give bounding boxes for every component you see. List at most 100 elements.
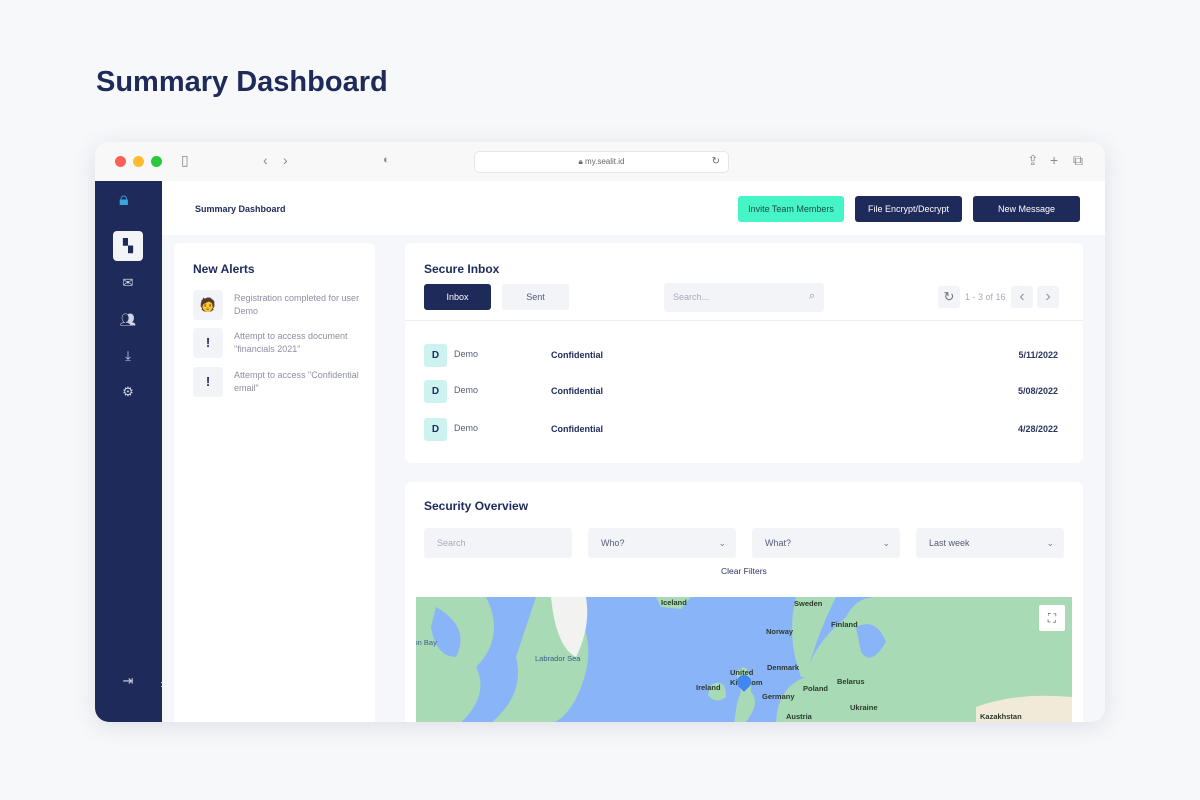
alerts-title: New Alerts bbox=[193, 262, 255, 276]
avatar: D bbox=[424, 418, 447, 441]
subject: Confidential bbox=[551, 386, 603, 396]
share-icon[interactable]: ⇪ bbox=[1027, 152, 1039, 168]
sidebar-item-mail[interactable]: ✉ bbox=[113, 268, 143, 298]
alert-item[interactable]: 🧑 Registration completed for user Demo bbox=[193, 290, 363, 322]
security-title: Security Overview bbox=[424, 499, 529, 513]
map-label: Norway bbox=[766, 627, 794, 636]
sender-name: Demo bbox=[454, 349, 479, 359]
map-label: Iceland bbox=[661, 598, 687, 607]
map-label: Sweden bbox=[794, 599, 823, 608]
close-window-button[interactable] bbox=[115, 156, 126, 167]
tab-sent[interactable]: Sent bbox=[502, 284, 569, 310]
divider bbox=[405, 320, 1083, 321]
header: Summary Dashboard Invite Team Members Fi… bbox=[162, 181, 1105, 235]
map-label: Finland bbox=[831, 620, 858, 629]
minimize-window-button[interactable] bbox=[133, 156, 144, 167]
table-row[interactable]: D Demo Confidential 5/11/2022 bbox=[424, 344, 1058, 368]
tabs-overview-icon[interactable]: ⧉ bbox=[1073, 152, 1083, 168]
inbox-search-input[interactable]: Search... ⌕ bbox=[664, 283, 824, 312]
url-text: my.sealit.id bbox=[585, 157, 625, 166]
map-label: Poland bbox=[803, 684, 829, 693]
what-select[interactable]: What? ⌄ bbox=[752, 528, 900, 558]
secure-inbox-card: Secure Inbox Inbox Sent Search... ⌕ ↻ 1 … bbox=[405, 243, 1083, 463]
maximize-window-button[interactable] bbox=[151, 156, 162, 167]
map-label: Austria bbox=[786, 712, 812, 721]
gear-icon: ⚙ bbox=[122, 384, 134, 399]
inbox-title: Secure Inbox bbox=[424, 262, 500, 276]
reload-icon[interactable]: ↻ bbox=[711, 156, 720, 167]
fullscreen-button[interactable]: ⛶ bbox=[1039, 605, 1065, 631]
sidebar-item-team[interactable]: 👥︎ bbox=[113, 305, 143, 335]
shield-icon[interactable]: ◐ bbox=[383, 154, 390, 166]
alerts-card: New Alerts 🧑 Registration completed for … bbox=[174, 243, 375, 722]
avatar: D bbox=[424, 380, 447, 403]
who-value: Who? bbox=[601, 538, 625, 548]
map-label: Ukraine bbox=[850, 703, 878, 712]
sidebar-item-dashboard[interactable]: ▚ bbox=[113, 231, 143, 261]
address-bar[interactable]: 🔒︎ my.sealit.id ↻ bbox=[474, 151, 729, 173]
chevron-down-icon: ⌄ bbox=[1046, 538, 1054, 548]
browser-toolbar: ▯ ‹ › ◐ 🔒︎ my.sealit.id ↻ ⇪ + ⧉ bbox=[95, 142, 1105, 181]
chevron-down-icon: ⌄ bbox=[718, 538, 726, 548]
alert-item[interactable]: ! Attempt to access document "financials… bbox=[193, 328, 363, 360]
tab-inbox[interactable]: Inbox bbox=[424, 284, 491, 310]
period-value: Last week bbox=[929, 538, 970, 548]
logout-icon: ⇥ bbox=[122, 673, 134, 688]
sender-name: Demo bbox=[454, 423, 479, 433]
exclamation-icon: ! bbox=[193, 328, 223, 358]
map[interactable]: Hudson Bay Labrador Sea Iceland Sweden F… bbox=[416, 597, 1072, 722]
date: 4/28/2022 bbox=[1017, 424, 1058, 434]
refresh-icon: ↻ bbox=[943, 289, 955, 304]
page-title: Summary Dashboard bbox=[96, 66, 388, 98]
period-select[interactable]: Last week ⌄ bbox=[916, 528, 1064, 558]
map-label: Germany bbox=[762, 692, 795, 701]
subject: Confidential bbox=[551, 424, 603, 434]
date: 5/08/2022 bbox=[1017, 386, 1058, 396]
main-content: Summary Dashboard Invite Team Members Fi… bbox=[162, 181, 1105, 722]
dashboard-icon: ▚ bbox=[123, 238, 133, 253]
next-page-button[interactable]: › bbox=[1037, 286, 1059, 308]
map-label: Labrador Sea bbox=[535, 654, 581, 663]
fullscreen-icon: ⛶ bbox=[1047, 611, 1057, 625]
map-label: Belarus bbox=[837, 677, 865, 686]
forward-icon[interactable]: › bbox=[283, 152, 288, 168]
map-label: Ireland bbox=[696, 683, 721, 692]
sidebar-toggle-icon[interactable]: ▯ bbox=[181, 152, 189, 168]
users-icon: 👥︎ bbox=[119, 312, 137, 327]
file-encrypt-decrypt-button[interactable]: File Encrypt/Decrypt bbox=[855, 196, 962, 222]
pagination-text: 1 - 3 of 16 bbox=[965, 292, 1006, 302]
sidebar: 🔒︎ ▚ ✉ 👥︎ ⤓ ⚙ ⇥ bbox=[95, 181, 162, 722]
who-select[interactable]: Who? ⌄ bbox=[588, 528, 736, 558]
lock-icon: 🔒︎ bbox=[578, 157, 583, 166]
download-icon: ⤓ bbox=[125, 348, 131, 363]
map-terrain bbox=[416, 597, 1072, 722]
sender-name: Demo bbox=[454, 385, 479, 395]
search-icon: ⌕ bbox=[808, 290, 815, 302]
exclamation-icon: ! bbox=[193, 367, 223, 397]
date: 5/11/2022 bbox=[1018, 350, 1058, 360]
new-message-button[interactable]: New Message bbox=[973, 196, 1080, 222]
logout-button[interactable]: ⇥ bbox=[113, 666, 143, 696]
chevron-down-icon: ⌄ bbox=[882, 538, 890, 548]
user-avatar-icon: 🧑 bbox=[193, 290, 223, 320]
subject: Confidential bbox=[551, 350, 603, 360]
back-icon[interactable]: ‹ bbox=[263, 152, 268, 168]
prev-page-button[interactable]: ‹ bbox=[1011, 286, 1033, 308]
clear-filters-link[interactable]: Clear Filters bbox=[721, 566, 767, 576]
avatar: D bbox=[424, 344, 447, 367]
table-row[interactable]: D Demo Confidential 5/08/2022 bbox=[424, 380, 1058, 404]
sidebar-item-settings[interactable]: ⚙ bbox=[113, 377, 143, 407]
alert-text: Attempt to access document "financials 2… bbox=[234, 331, 348, 354]
sidebar-item-download[interactable]: ⤓ bbox=[113, 341, 143, 371]
security-overview-card: Security Overview Search Who? ⌄ What? ⌄ La… bbox=[405, 482, 1083, 722]
refresh-button[interactable]: ↻ bbox=[938, 286, 960, 308]
map-label: Denmark bbox=[767, 663, 800, 672]
security-search-input[interactable]: Search bbox=[424, 528, 572, 558]
table-row[interactable]: D Demo Confidential 4/28/2022 bbox=[424, 418, 1058, 442]
invite-team-members-button[interactable]: Invite Team Members bbox=[738, 196, 844, 222]
alert-item[interactable]: ! Attempt to access "Confidential email" bbox=[193, 367, 363, 399]
search-placeholder: Search... bbox=[673, 292, 710, 302]
logo-lock-icon: 🔒︎ bbox=[119, 189, 129, 209]
new-tab-icon[interactable]: + bbox=[1050, 152, 1059, 168]
map-label: Hudson Bay bbox=[416, 638, 437, 647]
